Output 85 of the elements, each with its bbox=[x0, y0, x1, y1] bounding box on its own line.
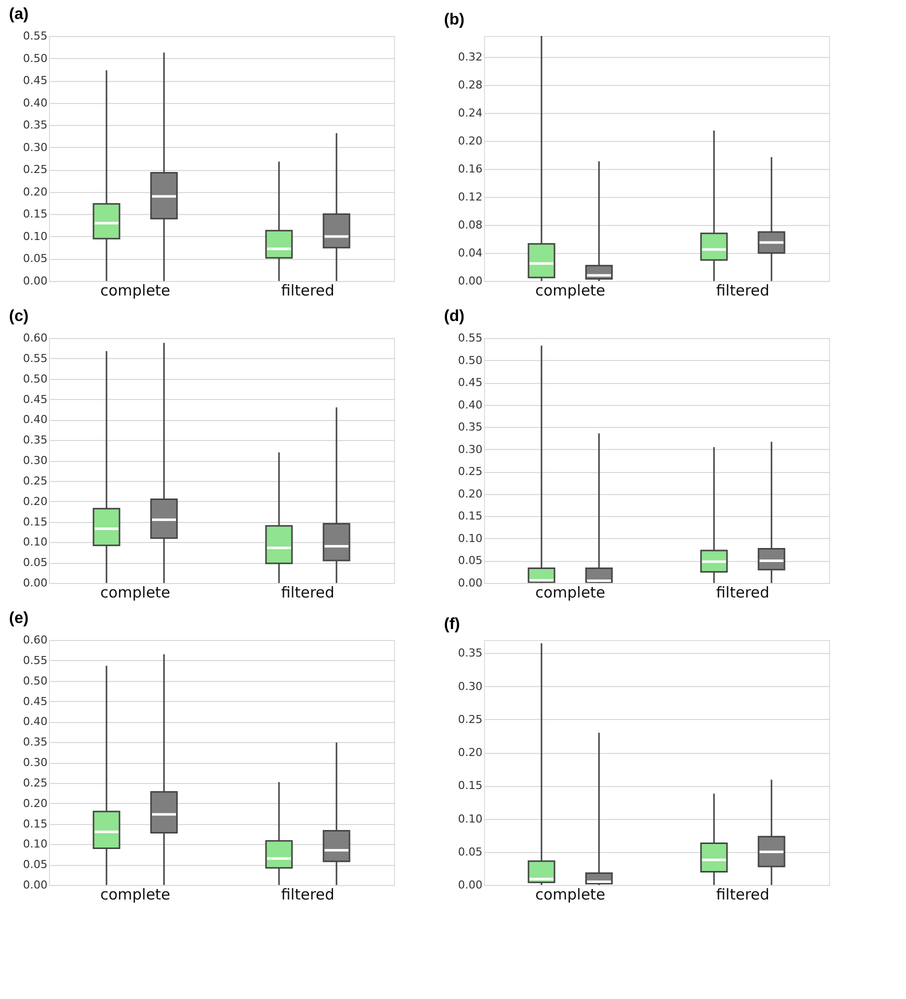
y-tick-label: 0.35 bbox=[458, 646, 482, 660]
y-tick-label: 0.12 bbox=[458, 190, 482, 204]
y-tick-label: 0.05 bbox=[23, 858, 48, 872]
y-tick-label: 0.40 bbox=[23, 715, 48, 728]
y-tick-label: 0.45 bbox=[23, 694, 48, 708]
y-tick-label: 0.10 bbox=[458, 812, 482, 826]
y-tick-label: 0.15 bbox=[23, 208, 48, 221]
x-tick-label: filtered bbox=[281, 886, 334, 904]
x-tick-label: complete bbox=[535, 584, 606, 602]
y-tick-label: 0.25 bbox=[458, 465, 482, 478]
y-tick-label: 0.55 bbox=[23, 654, 48, 667]
y-tick-label: 0.50 bbox=[458, 354, 482, 367]
x-tick-label: filtered bbox=[716, 584, 770, 602]
y-tick-label: 0.30 bbox=[458, 680, 482, 693]
y-tick-label: 0.28 bbox=[458, 78, 482, 92]
y-tick-label: 0.20 bbox=[458, 134, 482, 148]
y-tick-label: 0.20 bbox=[458, 746, 482, 760]
y-tick-label: 0.35 bbox=[23, 434, 48, 447]
x-tick-label: filtered bbox=[281, 584, 334, 602]
y-tick-label: 0.40 bbox=[458, 398, 482, 412]
y-tick-label: 0.00 bbox=[458, 878, 482, 892]
y-tick-label: 0.40 bbox=[23, 96, 48, 110]
y-tick-label: 0.04 bbox=[458, 246, 482, 260]
y-tick-label: 0.25 bbox=[23, 474, 48, 488]
y-tick-label: 0.35 bbox=[23, 118, 48, 132]
y-tick-label: 0.35 bbox=[23, 736, 48, 749]
y-tick-label: 0.00 bbox=[23, 576, 48, 590]
y-tick-label: 0.60 bbox=[23, 332, 48, 344]
y-tick-label: 0.16 bbox=[458, 162, 482, 176]
x-tick-label: complete bbox=[535, 886, 606, 904]
y-tick-label: 0.20 bbox=[23, 796, 48, 810]
y-tick-label: 0.30 bbox=[458, 442, 482, 456]
y-tick-label: 0.50 bbox=[23, 674, 48, 688]
y-tick-label: 0.55 bbox=[458, 332, 482, 344]
x-tick-label: filtered bbox=[281, 282, 334, 300]
y-tick-label: 0.05 bbox=[458, 845, 482, 858]
y-tick-label: 0.15 bbox=[23, 515, 48, 528]
x-tick-label: complete bbox=[100, 584, 170, 602]
y-tick-label: 0.20 bbox=[458, 487, 482, 500]
y-tick-label: 0.10 bbox=[23, 230, 48, 243]
y-tick-label: 0.24 bbox=[458, 106, 482, 120]
y-tick-label: 0.30 bbox=[23, 140, 48, 154]
y-tick-label: 0.05 bbox=[458, 554, 482, 568]
y-tick-label: 0.08 bbox=[458, 218, 482, 232]
chart-title: (f) bbox=[444, 616, 460, 633]
x-tick-label: filtered bbox=[716, 282, 770, 300]
y-tick-label: 0.60 bbox=[23, 634, 48, 646]
chart-title: (a) bbox=[9, 6, 29, 23]
y-tick-label: 0.25 bbox=[458, 712, 482, 726]
y-tick-label: 0.25 bbox=[23, 163, 48, 176]
y-tick-label: 0.30 bbox=[23, 756, 48, 769]
y-tick-label: 0.00 bbox=[23, 878, 48, 892]
y-tick-label: 0.30 bbox=[23, 454, 48, 467]
y-tick-label: 0.10 bbox=[458, 532, 482, 545]
y-tick-label: 0.45 bbox=[458, 376, 482, 390]
y-tick-label: 0.05 bbox=[23, 252, 48, 266]
y-tick-label: 0.15 bbox=[458, 510, 482, 523]
y-tick-label: 0.25 bbox=[23, 776, 48, 790]
y-tick-label: 0.55 bbox=[23, 352, 48, 365]
chart-title: (d) bbox=[444, 308, 464, 325]
y-tick-label: 0.00 bbox=[458, 274, 482, 288]
y-tick-label: 0.10 bbox=[23, 536, 48, 549]
y-tick-label: 0.20 bbox=[23, 494, 48, 508]
y-tick-label: 0.50 bbox=[23, 372, 48, 386]
x-tick-label: complete bbox=[100, 886, 170, 904]
chart-title: (e) bbox=[9, 610, 29, 627]
x-tick-label: complete bbox=[535, 282, 606, 300]
y-tick-label: 0.10 bbox=[23, 838, 48, 851]
x-tick-label: complete bbox=[100, 282, 170, 300]
y-tick-label: 0.05 bbox=[23, 556, 48, 570]
chart-title: (b) bbox=[444, 11, 464, 28]
y-tick-label: 0.15 bbox=[458, 779, 482, 792]
y-tick-label: 0.50 bbox=[23, 52, 48, 65]
y-tick-label: 0.15 bbox=[23, 817, 48, 830]
y-tick-label: 0.35 bbox=[458, 420, 482, 434]
chart-title: (c) bbox=[9, 308, 29, 325]
x-tick-label: filtered bbox=[716, 886, 770, 904]
y-tick-label: 0.45 bbox=[23, 392, 48, 406]
y-tick-label: 0.45 bbox=[23, 74, 48, 88]
y-tick-label: 0.55 bbox=[23, 30, 48, 42]
y-tick-label: 0.20 bbox=[23, 185, 48, 198]
y-tick-label: 0.32 bbox=[458, 50, 482, 64]
y-tick-label: 0.00 bbox=[458, 576, 482, 590]
y-tick-label: 0.00 bbox=[23, 274, 48, 288]
y-tick-label: 0.40 bbox=[23, 413, 48, 426]
